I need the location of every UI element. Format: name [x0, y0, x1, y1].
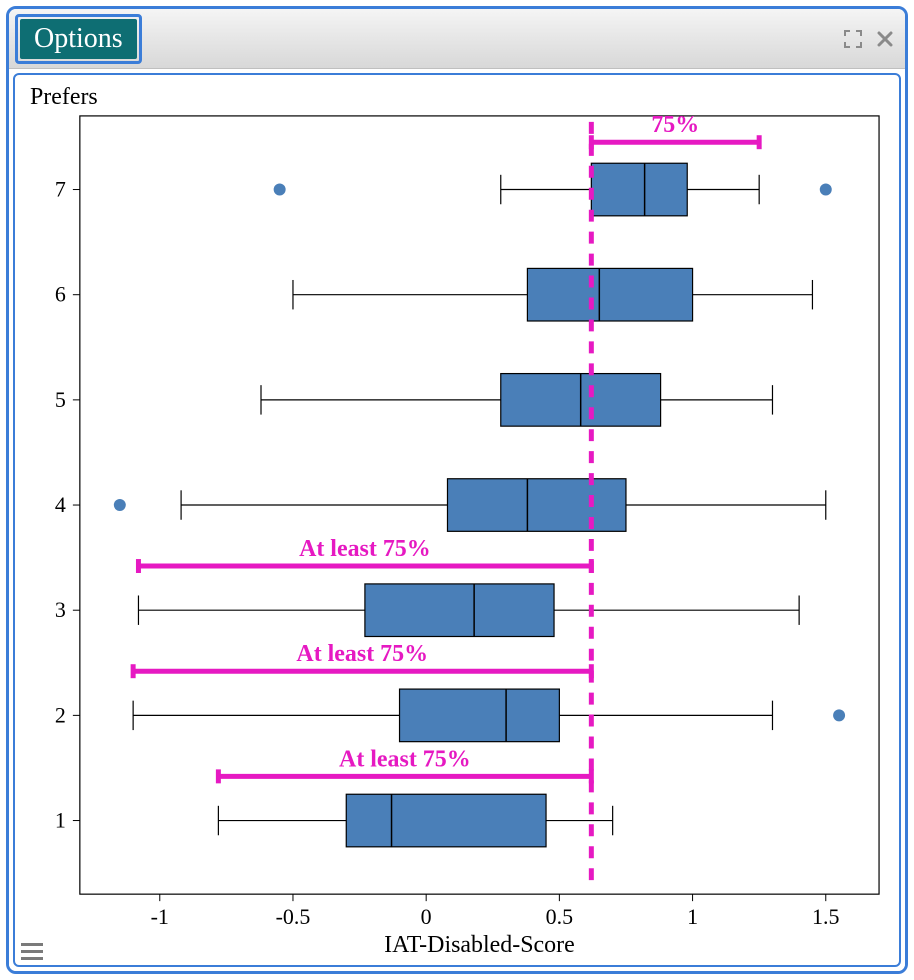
hamburger-icon[interactable] [21, 939, 43, 961]
svg-text:7: 7 [55, 177, 66, 202]
svg-text:-0.5: -0.5 [276, 904, 311, 929]
svg-text:IAT-Disabled-Score: IAT-Disabled-Score [384, 932, 575, 958]
svg-text:0: 0 [421, 904, 432, 929]
svg-text:At least 75%: At least 75% [296, 641, 428, 667]
svg-text:-1: -1 [151, 904, 169, 929]
svg-text:At least 75%: At least 75% [339, 746, 471, 772]
boxplot-chart: -1 -0.5 0 0.5 1 1.5 IAT-Disabled-Score 1 2 3 4 5 6 7 P… [15, 75, 899, 965]
options-button-wrap: Options [15, 14, 142, 64]
svg-text:1: 1 [687, 904, 698, 929]
svg-text:2: 2 [55, 702, 66, 727]
options-button[interactable]: Options [20, 19, 137, 59]
titlebar: Options [9, 9, 905, 69]
svg-text:1: 1 [55, 808, 66, 833]
svg-text:0.5: 0.5 [546, 904, 573, 929]
svg-text:6: 6 [55, 282, 66, 307]
close-icon[interactable] [871, 25, 899, 53]
svg-text:At least 75%: At least 75% [299, 536, 431, 562]
svg-text:Prefers: Prefers [30, 84, 98, 110]
app-window-outer: Options -1 -0.5 0 0.5 1 1.5 IAT-Disabled-Score… [0, 0, 914, 980]
svg-text:75%: 75% [651, 112, 699, 138]
app-window: Options -1 -0.5 0 0.5 1 1.5 IAT-Disabled-Score… [6, 6, 908, 974]
chart-area: -1 -0.5 0 0.5 1 1.5 IAT-Disabled-Score 1 2 3 4 5 6 7 P… [9, 69, 905, 971]
svg-text:4: 4 [55, 492, 66, 517]
svg-text:3: 3 [55, 597, 66, 622]
svg-text:1.5: 1.5 [812, 904, 839, 929]
expand-icon[interactable] [839, 25, 867, 53]
chart-frame: -1 -0.5 0 0.5 1 1.5 IAT-Disabled-Score 1 2 3 4 5 6 7 P… [13, 73, 901, 967]
svg-text:5: 5 [55, 387, 66, 412]
